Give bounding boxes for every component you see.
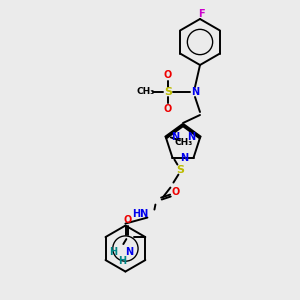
Text: CH₃: CH₃ — [175, 138, 193, 147]
Text: HN: HN — [132, 208, 148, 219]
Text: S: S — [176, 165, 184, 175]
Text: N: N — [125, 247, 134, 257]
Text: O: O — [123, 215, 131, 225]
Text: H: H — [109, 247, 117, 257]
Text: H: H — [118, 256, 126, 266]
Text: O: O — [164, 104, 172, 114]
Text: O: O — [171, 187, 179, 196]
Text: CH₃: CH₃ — [137, 88, 155, 97]
Text: N: N — [187, 132, 195, 142]
Text: N: N — [191, 87, 199, 97]
Text: S: S — [164, 87, 172, 97]
Text: F: F — [198, 9, 204, 19]
Text: N: N — [171, 132, 179, 142]
Text: O: O — [164, 70, 172, 80]
Text: N: N — [181, 153, 189, 163]
